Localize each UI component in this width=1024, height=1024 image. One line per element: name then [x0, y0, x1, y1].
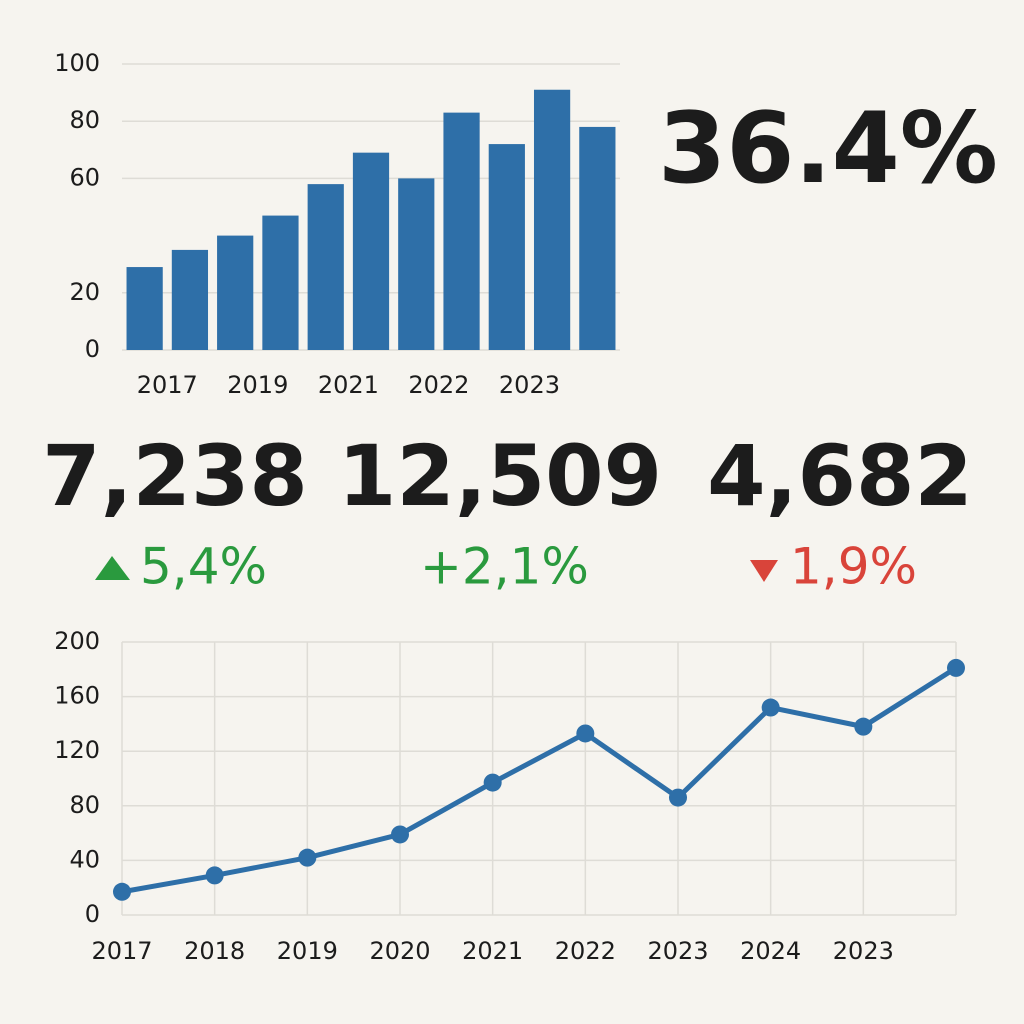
point: [576, 724, 595, 743]
point: [113, 882, 131, 901]
down-arrow: [750, 560, 778, 582]
headline: 36.4%: [658, 92, 998, 206]
x-tick-label: 2023: [499, 371, 560, 399]
point: [391, 825, 409, 844]
point: [205, 866, 224, 885]
point: [483, 773, 502, 792]
bar: [533, 89, 571, 351]
x-tick-label: 2019: [227, 371, 288, 399]
kpi-change: +2,1%: [420, 538, 589, 596]
bar: [488, 144, 525, 350]
x-tick-label: 2022: [408, 371, 469, 399]
bar: [307, 184, 344, 350]
point: [947, 658, 965, 677]
x-tick-label: 2019: [277, 937, 338, 965]
x-tick-label: 2024: [740, 937, 801, 965]
up-arrow: [95, 556, 130, 580]
x-tick-label: 2021: [318, 371, 379, 399]
x-tick-label: 2017: [137, 371, 198, 399]
y-tick-label: 80: [69, 791, 100, 819]
x-tick-label: 2022: [555, 937, 616, 965]
y-tick-label: 20: [69, 278, 100, 306]
bar: [171, 249, 209, 350]
x-tick-label: 2017: [91, 937, 152, 965]
bar: [217, 235, 254, 350]
point: [298, 848, 317, 867]
kpi-change: 5,4%: [140, 538, 267, 596]
bar: [126, 267, 163, 350]
y-tick-label: 60: [69, 163, 100, 191]
y-tick-label: 0: [85, 335, 100, 363]
kpi-change: 1,9%: [790, 538, 917, 596]
line: [121, 665, 958, 895]
kpi-value: 12,509: [338, 427, 662, 525]
x-tick-label: 2021: [462, 937, 523, 965]
point: [854, 717, 873, 736]
kpi-value: 7,238: [42, 427, 308, 525]
bar: [352, 152, 390, 350]
y-tick-label: 100: [54, 49, 100, 77]
point: [761, 698, 780, 717]
y-tick-label: 200: [54, 627, 100, 655]
bar: [443, 112, 480, 351]
y-tick-label: 160: [54, 682, 100, 710]
bar: [398, 178, 435, 350]
y-tick-label: 80: [69, 106, 100, 134]
kpi-value: 4,682: [707, 427, 973, 525]
x-tick-label: 2020: [369, 937, 430, 965]
x-tick-label: 2023: [647, 937, 708, 965]
x-tick-label: 2018: [184, 937, 245, 965]
point: [669, 788, 687, 807]
x-tick-label: 2023: [833, 937, 894, 965]
bar: [262, 215, 299, 350]
y-tick-label: 0: [85, 900, 100, 928]
bar: [579, 126, 616, 350]
y-tick-label: 40: [69, 845, 100, 873]
y-tick-label: 120: [54, 736, 100, 764]
